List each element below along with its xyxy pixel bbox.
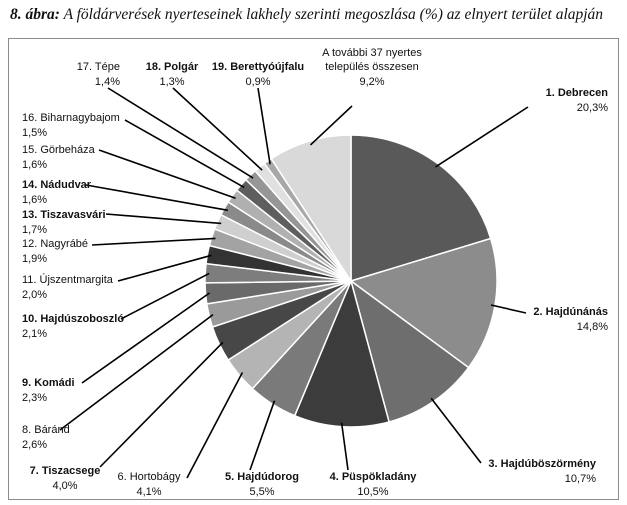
slice-label-19: 19. Berettyóújfalu 0,9% (212, 61, 304, 88)
pie-slice-20 (270, 134, 352, 284)
leader-line-14 (85, 184, 229, 212)
figure-caption: 8. ábra: A földárverések nyerteseinek la… (10, 6, 603, 24)
slice-value-18: 1,3% (159, 76, 184, 88)
slice-value-9: 2,3% (22, 392, 47, 404)
pie-slices (204, 134, 498, 428)
slice-value-16: 1,5% (22, 127, 47, 139)
slice-label-4: 4. Püspökladány 10,5% (330, 471, 418, 498)
slice-value-4: 10,5% (357, 486, 388, 498)
slice-value-19: 0,9% (245, 76, 270, 88)
slice-labels: 1. Debrecen 20,3% 2. Hajdúnánás 14,8% 3. Haj… (22, 47, 608, 498)
slice-label-3: 3. Hajdúböszörmény 10,7% (488, 458, 596, 485)
leader-line-12 (91, 237, 216, 246)
leader-lines (59, 87, 529, 479)
slice-label-17: 17. Tépe 1,4% (77, 61, 120, 88)
slice-label-2: 2. Hajdúnánás 14,8% (533, 306, 608, 333)
slice-value-11: 2,0% (22, 289, 47, 301)
slice-label-7: 7. Tiszacsege 4,0% (30, 465, 101, 492)
slice-value-8: 2,6% (22, 439, 47, 451)
slice-value-6: 4,1% (136, 486, 161, 498)
slice-value-5: 5,5% (249, 486, 274, 498)
leader-line-7 (99, 341, 224, 468)
leader-line-15 (98, 149, 236, 200)
leader-line-18 (172, 87, 263, 171)
leader-line-9 (81, 292, 210, 384)
slice-label-10: 10. Hajdúszoboszló 2,1% (22, 313, 124, 340)
leader-line-16 (124, 119, 245, 189)
slice-label-12: 12. Nagyrábé 1,9% (22, 238, 88, 265)
leader-line-17 (107, 87, 254, 179)
slice-label-20: A további 37 nyertes település összesen 9,… (322, 47, 422, 88)
leader-line-1 (435, 106, 529, 168)
slice-value-20: 9,2% (359, 76, 384, 88)
slice-label-16: 16. Biharnagybajom 1,5% (22, 112, 120, 139)
leader-line-8 (59, 313, 214, 431)
leader-line-13 (105, 213, 222, 225)
slice-label-13: 13. Tiszavasvári 1,7% (22, 209, 106, 236)
leader-line-6 (186, 372, 244, 479)
slice-label-14: 14. Nádudvar 1,6% (22, 179, 92, 206)
slice-label-1: 1. Debrecen 20,3% (546, 87, 609, 114)
chart-frame (8, 38, 619, 500)
slice-value-3: 10,7% (565, 473, 596, 485)
slice-value-13: 1,7% (22, 224, 47, 236)
leader-line-10 (120, 272, 210, 320)
slice-label-8: 8. Báránd 2,6% (22, 424, 70, 451)
leader-line-4 (340, 422, 349, 471)
leader-line-3 (430, 397, 482, 464)
slice-value-1: 20,3% (577, 102, 608, 114)
slice-label-9: 9. Komádi 2,3% (22, 377, 75, 404)
slice-label-11: 11. Újszentmargita 2,0% (22, 273, 114, 301)
slice-value-10: 2,1% (22, 328, 47, 340)
slice-value-12: 1,9% (22, 253, 47, 265)
pie-slice-1 (350, 134, 492, 283)
slice-value-14: 1,6% (22, 194, 47, 206)
leader-line-11 (117, 254, 212, 282)
slice-label-15: 15. Görbeháza 1,6% (22, 144, 96, 171)
figure-number: 8. ábra: (10, 6, 60, 23)
slice-label-5: 5. Hajdúdorog 5,5% (225, 471, 299, 498)
figure-title: A földárverések nyerteseinek lakhely sze… (63, 6, 604, 23)
leader-line-19 (257, 87, 271, 165)
leader-line-2 (490, 304, 527, 314)
slice-value-17: 1,4% (95, 76, 120, 88)
slice-value-2: 14,8% (577, 321, 608, 333)
slice-value-15: 1,6% (22, 159, 47, 171)
slice-label-6: 6. Hortobágy 4,1% (118, 471, 181, 498)
slice-label-18: 18. Polgár 1,3% (146, 61, 199, 88)
leader-line-20 (309, 105, 353, 146)
leader-line-5 (249, 400, 276, 471)
slice-value-7: 4,0% (52, 480, 77, 492)
